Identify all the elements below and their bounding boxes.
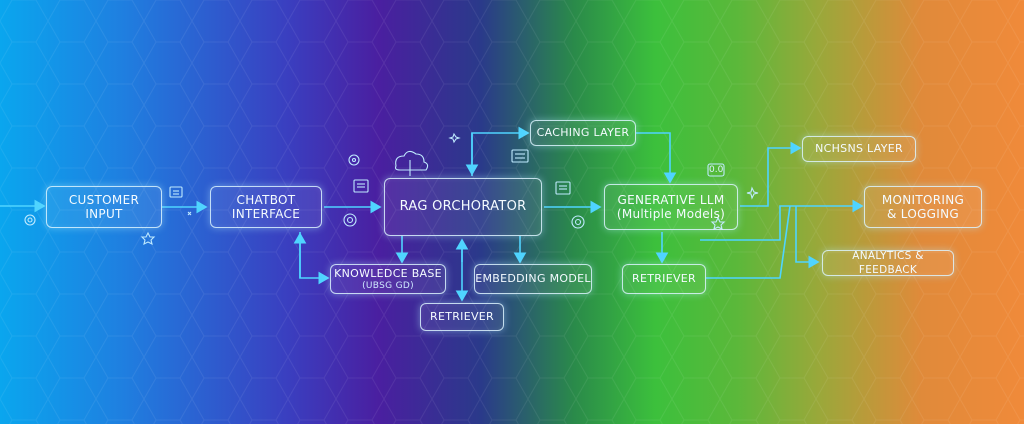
customer-input-line2: INPUT (85, 207, 123, 221)
sparkle-icon (746, 186, 759, 200)
gear-icon (571, 215, 585, 229)
chatbot-interface-node[interactable]: CHATBOT INTERFACE (210, 186, 322, 228)
sparkle-icon (448, 132, 461, 144)
settings-icon (348, 154, 360, 166)
knowledge-base-node[interactable]: KNOWLEDCE BASE (UBSG GD) (330, 264, 446, 294)
gear-icon (187, 211, 192, 216)
rag-orchestrator-label: RAG ORCHORATOR (399, 199, 527, 214)
rag-orchestrator-node[interactable]: RAG ORCHORATOR (384, 178, 542, 236)
embedding-model-node[interactable]: EMBEDDING MODEL (474, 264, 592, 294)
knowledge-base-label: KNOWLEDCE BASE (334, 267, 442, 280)
caching-layer-node[interactable]: CACHING LAYER (530, 120, 636, 146)
retriever-right-label: RETRIEVER (632, 272, 696, 285)
llm-badge-text: 0.0 (709, 165, 724, 175)
retriever-right-node[interactable]: RETRIEVER (622, 264, 706, 294)
badge-icon (707, 163, 725, 177)
connector-caching-llm (636, 132, 677, 184)
generative-llm-line1: GENERATIVE LLM (617, 193, 725, 207)
monitoring-logging-line2: & LOGGING (887, 207, 959, 221)
generative-llm-line2: (Multiple Models) (616, 207, 726, 221)
list-icon (555, 181, 571, 195)
customer-input-node[interactable]: CUSTOMER INPUT (46, 186, 162, 228)
generative-llm-node[interactable]: GENERATIVE LLM (Multiple Models) (604, 184, 738, 230)
list-icon (353, 179, 369, 193)
knowledge-base-sublabel: (UBSG GD) (362, 281, 414, 291)
monitoring-logging-line1: MONITORING (881, 193, 965, 207)
nchsns-layer-node[interactable]: NCHSNS LAYER (802, 136, 916, 162)
monitoring-logging-node[interactable]: MONITORING & LOGGING (864, 186, 982, 228)
connector-retriever-analytics (706, 205, 791, 279)
cloud-icon (394, 150, 429, 176)
chatbot-interface-line1: CHATBOT (236, 193, 296, 207)
embedding-model-label: EMBEDDING MODEL (475, 272, 591, 285)
document-icon (169, 186, 183, 198)
analytics-feedback-label: ANALYTICS & FEEDBACK (852, 250, 924, 276)
customer-input-line1: CUSTOMER (68, 193, 140, 207)
connector-llm-nchsns (740, 141, 802, 207)
analytics-feedback-node[interactable]: ANALYTICS & FEEDBACK (822, 250, 954, 276)
star-icon (140, 231, 156, 246)
gear-icon (24, 214, 36, 226)
retriever-left-node[interactable]: RETRIEVER (420, 303, 504, 331)
database-icon (511, 149, 529, 163)
connectors (0, 126, 864, 302)
chatbot-interface-line2: INTERFACE (231, 207, 301, 221)
retriever-left-label: RETRIEVER (430, 310, 494, 323)
star-icon (710, 216, 726, 231)
gear-icon (343, 213, 357, 227)
nchsns-layer-label: NCHSNS LAYER (815, 142, 903, 155)
connector-llm-monitoring (700, 199, 864, 241)
caching-layer-label: CACHING LAYER (536, 126, 630, 139)
